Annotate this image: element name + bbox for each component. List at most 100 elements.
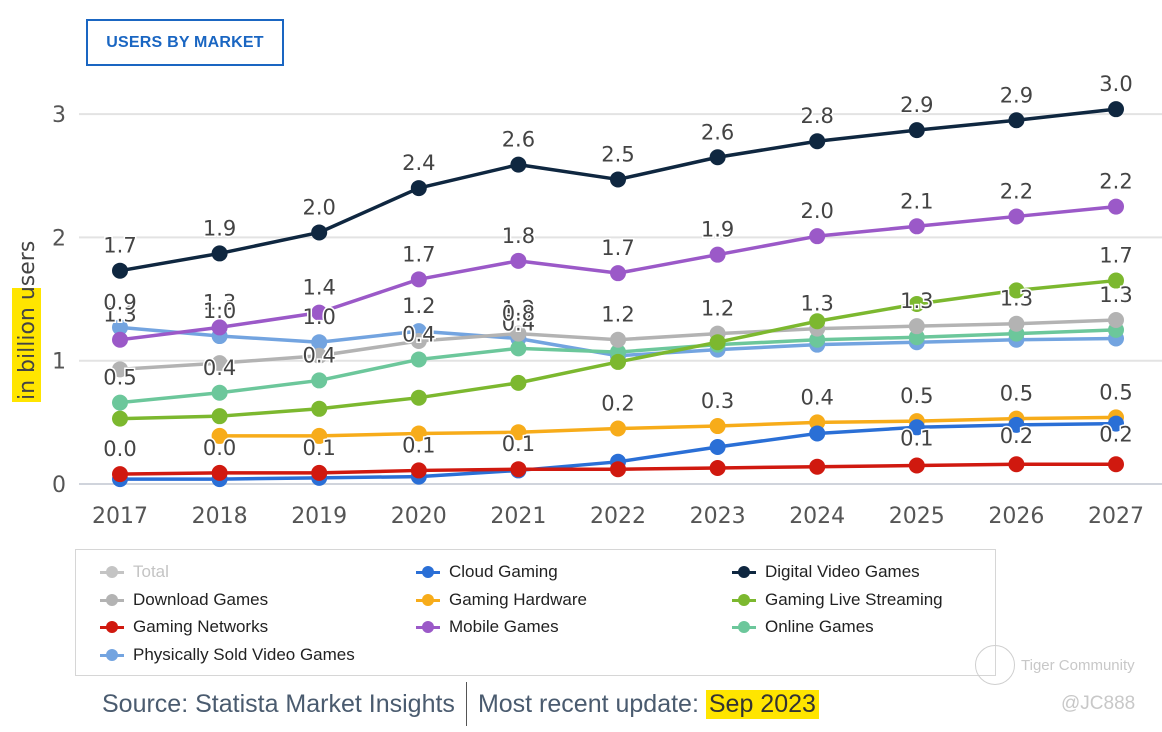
data-point[interactable]	[1008, 456, 1025, 473]
data-point[interactable]	[410, 180, 427, 197]
watermark-handle: @JC888	[1061, 693, 1136, 714]
legend-item-cloud-gaming[interactable]: Cloud Gaming	[416, 562, 558, 582]
data-point[interactable]	[112, 410, 128, 427]
data-point[interactable]	[1108, 198, 1124, 215]
legend-item-gaming-hardware[interactable]: Gaming Hardware	[416, 590, 587, 610]
data-point[interactable]	[709, 418, 726, 435]
data-point[interactable]	[809, 228, 826, 245]
data-point[interactable]	[211, 384, 228, 401]
data-label: 1.0	[302, 305, 335, 329]
data-point[interactable]	[311, 464, 328, 481]
data-point[interactable]	[510, 374, 527, 391]
data-point[interactable]	[908, 295, 925, 312]
data-point[interactable]	[311, 304, 328, 321]
data-label: 1.9	[701, 218, 734, 242]
data-point[interactable]	[410, 425, 427, 442]
data-point[interactable]	[510, 340, 527, 357]
data-point[interactable]	[908, 318, 925, 335]
data-point[interactable]	[809, 313, 826, 330]
data-point[interactable]	[1108, 101, 1124, 118]
data-point[interactable]	[1108, 456, 1124, 473]
data-point[interactable]	[709, 334, 726, 351]
data-point[interactable]	[709, 246, 726, 263]
data-point[interactable]	[510, 461, 527, 478]
data-point[interactable]	[908, 218, 925, 235]
data-point[interactable]	[1008, 208, 1025, 225]
data-point[interactable]	[211, 464, 228, 481]
data-point[interactable]	[112, 331, 128, 348]
data-point[interactable]	[211, 408, 228, 425]
data-point[interactable]	[211, 427, 228, 444]
data-point[interactable]	[211, 245, 228, 262]
legend-item-physically-sold-video-games[interactable]: Physically Sold Video Games	[100, 645, 355, 665]
data-label: 0.4	[203, 356, 236, 380]
data-point[interactable]	[311, 400, 328, 417]
data-point[interactable]	[709, 459, 726, 476]
data-point[interactable]	[510, 325, 527, 342]
data-point[interactable]	[610, 265, 626, 282]
data-point[interactable]	[809, 414, 826, 431]
data-point[interactable]	[510, 424, 527, 441]
data-point[interactable]	[211, 319, 228, 336]
legend-item-digital-video-games[interactable]: Digital Video Games	[732, 562, 920, 582]
data-point[interactable]	[809, 425, 826, 442]
legend-marker-icon	[732, 594, 756, 606]
data-point[interactable]	[410, 389, 427, 406]
legend-marker-icon	[100, 621, 124, 633]
data-point[interactable]	[908, 122, 925, 139]
data-point[interactable]	[211, 355, 228, 372]
data-point[interactable]	[1008, 315, 1025, 332]
data-point[interactable]	[1108, 312, 1124, 329]
data-point[interactable]	[610, 171, 626, 188]
data-label: 2.6	[701, 120, 734, 144]
data-point[interactable]	[410, 271, 427, 288]
data-point[interactable]	[311, 427, 328, 444]
data-point[interactable]	[1008, 416, 1025, 433]
data-point[interactable]	[809, 331, 826, 348]
data-point[interactable]	[908, 457, 925, 474]
legend-marker-icon	[732, 566, 756, 578]
data-point[interactable]	[311, 372, 328, 389]
data-point[interactable]	[410, 332, 427, 349]
legend-item-online-games[interactable]: Online Games	[732, 617, 874, 637]
data-label: 1.7	[402, 242, 435, 266]
data-label: 1.2	[402, 294, 435, 318]
data-point[interactable]	[1108, 272, 1124, 289]
legend-label: Online Games	[765, 617, 874, 636]
data-point[interactable]	[610, 420, 626, 437]
data-point[interactable]	[1008, 112, 1025, 129]
data-point[interactable]	[311, 334, 328, 351]
data-point[interactable]	[510, 156, 527, 173]
data-point[interactable]	[908, 329, 925, 346]
chart-title-button[interactable]: USERS BY MARKET	[86, 19, 284, 66]
legend-item-gaming-networks[interactable]: Gaming Networks	[100, 617, 268, 637]
data-point[interactable]	[112, 394, 128, 411]
legend-item-gaming-live-streaming[interactable]: Gaming Live Streaming	[732, 590, 943, 610]
data-point[interactable]	[1008, 282, 1025, 299]
data-point[interactable]	[510, 252, 527, 269]
data-point[interactable]	[610, 331, 626, 348]
legend-item-mobile-games[interactable]: Mobile Games	[416, 617, 559, 637]
legend-item-total[interactable]: Total	[100, 562, 169, 582]
legend-item-download-games[interactable]: Download Games	[100, 590, 268, 610]
data-point[interactable]	[112, 361, 128, 378]
data-point[interactable]	[311, 347, 328, 364]
data-point[interactable]	[610, 353, 626, 370]
data-point[interactable]	[410, 462, 427, 479]
data-point[interactable]	[809, 458, 826, 475]
data-point[interactable]	[112, 262, 128, 279]
data-label: 1.3	[203, 290, 236, 314]
data-point[interactable]	[112, 319, 128, 336]
legend-marker-icon	[100, 566, 124, 578]
data-point[interactable]	[709, 439, 726, 456]
data-point[interactable]	[610, 461, 626, 478]
data-point[interactable]	[908, 419, 925, 436]
data-point[interactable]	[809, 133, 826, 150]
data-point[interactable]	[1108, 415, 1124, 432]
data-point[interactable]	[311, 224, 328, 241]
data-point[interactable]	[709, 149, 726, 166]
data-point[interactable]	[112, 466, 128, 483]
line-chart: 0 1 2 3 2017 2018 2019 2020 2021 2022 2023 2024 202…	[12, 71, 1162, 529]
data-point[interactable]	[410, 351, 427, 368]
legend-label: Digital Video Games	[765, 562, 920, 581]
